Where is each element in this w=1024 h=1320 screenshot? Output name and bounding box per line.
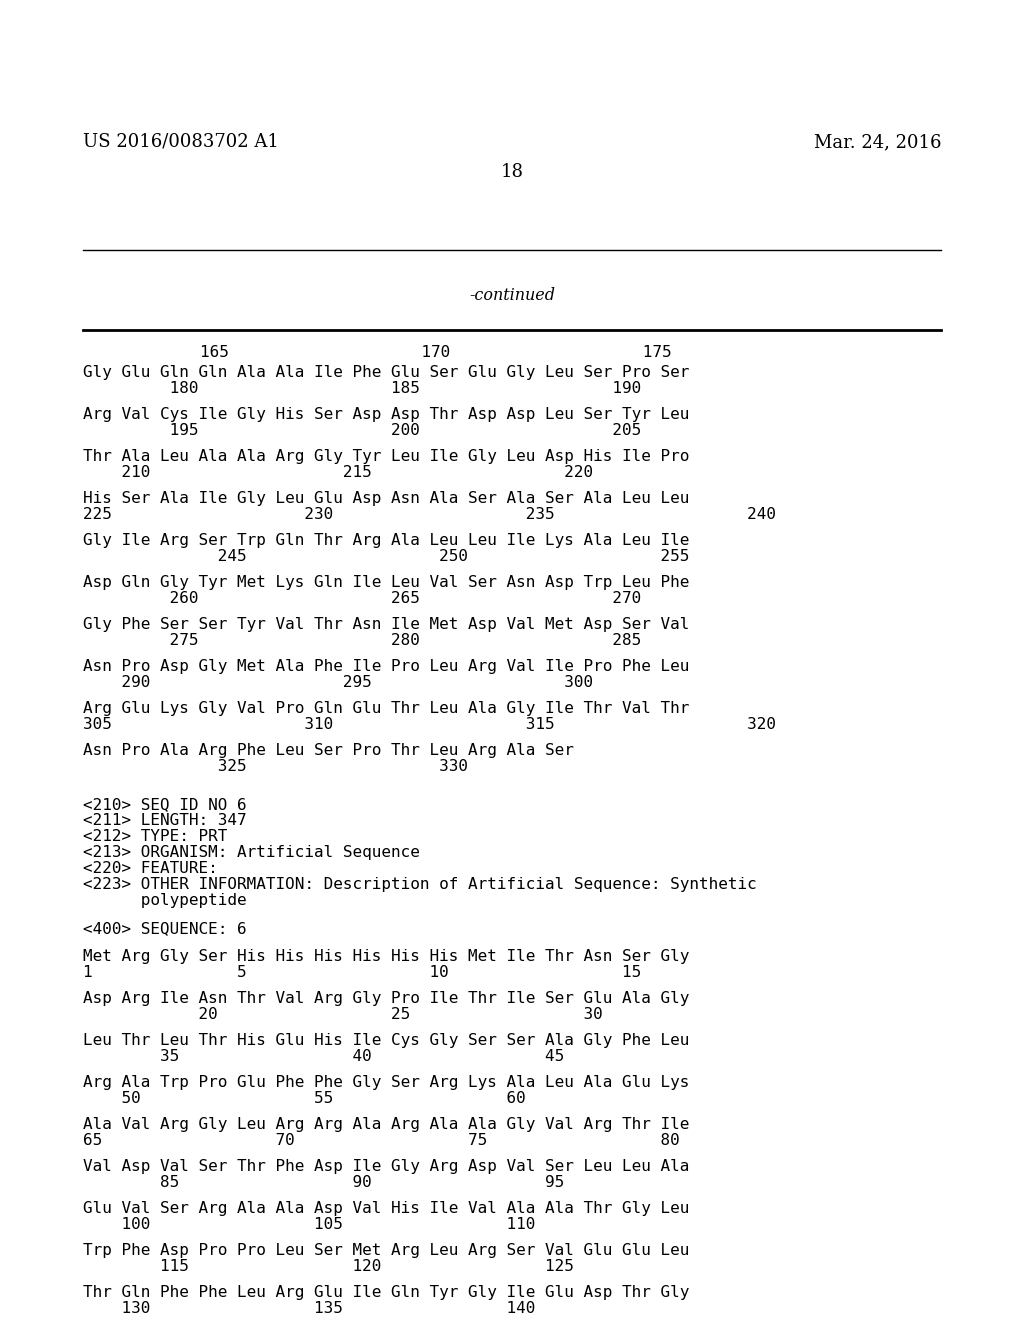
Text: Asp Arg Ile Asn Thr Val Arg Gly Pro Ile Thr Ile Ser Glu Ala Gly: Asp Arg Ile Asn Thr Val Arg Gly Pro Ile … bbox=[83, 991, 689, 1006]
Text: Leu Thr Leu Thr His Glu His Ile Cys Gly Ser Ser Ala Gly Phe Leu: Leu Thr Leu Thr His Glu His Ile Cys Gly … bbox=[83, 1034, 689, 1048]
Text: Thr Ala Leu Ala Ala Arg Gly Tyr Leu Ile Gly Leu Asp His Ile Pro: Thr Ala Leu Ala Ala Arg Gly Tyr Leu Ile … bbox=[83, 449, 689, 465]
Text: Glu Val Ser Arg Ala Ala Asp Val His Ile Val Ala Ala Thr Gly Leu: Glu Val Ser Arg Ala Ala Asp Val His Ile … bbox=[83, 1201, 689, 1216]
Text: 180                    185                    190: 180 185 190 bbox=[83, 381, 641, 396]
Text: Asp Gln Gly Tyr Met Lys Gln Ile Leu Val Ser Asn Asp Trp Leu Phe: Asp Gln Gly Tyr Met Lys Gln Ile Leu Val … bbox=[83, 576, 689, 590]
Text: Asn Pro Asp Gly Met Ala Phe Ile Pro Leu Arg Val Ile Pro Phe Leu: Asn Pro Asp Gly Met Ala Phe Ile Pro Leu … bbox=[83, 659, 689, 675]
Text: Gly Ile Arg Ser Trp Gln Thr Arg Ala Leu Leu Ile Lys Ala Leu Ile: Gly Ile Arg Ser Trp Gln Thr Arg Ala Leu … bbox=[83, 533, 689, 548]
Text: 1               5                   10                  15: 1 5 10 15 bbox=[83, 965, 641, 979]
Text: Met Arg Gly Ser His His His His His His Met Ile Thr Asn Ser Gly: Met Arg Gly Ser His His His His His His … bbox=[83, 949, 689, 964]
Text: 305                    310                    315                    320: 305 310 315 320 bbox=[83, 717, 776, 733]
Text: <213> ORGANISM: Artificial Sequence: <213> ORGANISM: Artificial Sequence bbox=[83, 845, 420, 861]
Text: Ala Val Arg Gly Leu Arg Arg Ala Arg Ala Ala Gly Val Arg Thr Ile: Ala Val Arg Gly Leu Arg Arg Ala Arg Ala … bbox=[83, 1117, 689, 1133]
Text: 290                    295                    300: 290 295 300 bbox=[83, 675, 593, 690]
Text: Gly Glu Gln Gln Ala Ala Ile Phe Glu Ser Glu Gly Leu Ser Pro Ser: Gly Glu Gln Gln Ala Ala Ile Phe Glu Ser … bbox=[83, 366, 689, 380]
Text: 115                 120                 125: 115 120 125 bbox=[83, 1259, 573, 1274]
Text: Arg Ala Trp Pro Glu Phe Phe Gly Ser Arg Lys Ala Leu Ala Glu Lys: Arg Ala Trp Pro Glu Phe Phe Gly Ser Arg … bbox=[83, 1074, 689, 1090]
Text: 165                    170                    175: 165 170 175 bbox=[200, 345, 672, 360]
Text: -continued: -continued bbox=[469, 286, 555, 304]
Text: 100                 105                 110: 100 105 110 bbox=[83, 1217, 536, 1232]
Text: <210> SEQ ID NO 6: <210> SEQ ID NO 6 bbox=[83, 797, 247, 812]
Text: Mar. 24, 2016: Mar. 24, 2016 bbox=[813, 133, 941, 150]
Text: <220> FEATURE:: <220> FEATURE: bbox=[83, 861, 218, 876]
Text: 210                    215                    220: 210 215 220 bbox=[83, 465, 593, 480]
Text: <212> TYPE: PRT: <212> TYPE: PRT bbox=[83, 829, 227, 843]
Text: 260                    265                    270: 260 265 270 bbox=[83, 591, 641, 606]
Text: Trp Phe Asp Pro Pro Leu Ser Met Arg Leu Arg Ser Val Glu Glu Leu: Trp Phe Asp Pro Pro Leu Ser Met Arg Leu … bbox=[83, 1243, 689, 1258]
Text: Thr Gln Phe Phe Leu Arg Glu Ile Gln Tyr Gly Ile Glu Asp Thr Gly: Thr Gln Phe Phe Leu Arg Glu Ile Gln Tyr … bbox=[83, 1284, 689, 1300]
Text: 130                 135                 140: 130 135 140 bbox=[83, 1302, 536, 1316]
Text: His Ser Ala Ile Gly Leu Glu Asp Asn Ala Ser Ala Ser Ala Leu Leu: His Ser Ala Ile Gly Leu Glu Asp Asn Ala … bbox=[83, 491, 689, 506]
Text: <400> SEQUENCE: 6: <400> SEQUENCE: 6 bbox=[83, 921, 247, 936]
Text: 225                    230                    235                    240: 225 230 235 240 bbox=[83, 507, 776, 521]
Text: 20                  25                  30: 20 25 30 bbox=[83, 1007, 603, 1022]
Text: <223> OTHER INFORMATION: Description of Artificial Sequence: Synthetic: <223> OTHER INFORMATION: Description of … bbox=[83, 876, 757, 892]
Text: 35                  40                  45: 35 40 45 bbox=[83, 1049, 564, 1064]
Text: Val Asp Val Ser Thr Phe Asp Ile Gly Arg Asp Val Ser Leu Leu Ala: Val Asp Val Ser Thr Phe Asp Ile Gly Arg … bbox=[83, 1159, 689, 1173]
Text: 245                    250                    255: 245 250 255 bbox=[83, 549, 689, 564]
Text: Gly Phe Ser Ser Tyr Val Thr Asn Ile Met Asp Val Met Asp Ser Val: Gly Phe Ser Ser Tyr Val Thr Asn Ile Met … bbox=[83, 616, 689, 632]
Text: <211> LENGTH: 347: <211> LENGTH: 347 bbox=[83, 813, 247, 828]
Text: 18: 18 bbox=[501, 162, 523, 181]
Text: Arg Glu Lys Gly Val Pro Gln Glu Thr Leu Ala Gly Ile Thr Val Thr: Arg Glu Lys Gly Val Pro Gln Glu Thr Leu … bbox=[83, 701, 689, 715]
Text: polypeptide: polypeptide bbox=[83, 894, 247, 908]
Text: 195                    200                    205: 195 200 205 bbox=[83, 422, 641, 438]
Text: Arg Val Cys Ile Gly His Ser Asp Asp Thr Asp Asp Leu Ser Tyr Leu: Arg Val Cys Ile Gly His Ser Asp Asp Thr … bbox=[83, 407, 689, 422]
Text: 50                  55                  60: 50 55 60 bbox=[83, 1092, 525, 1106]
Text: 85                  90                  95: 85 90 95 bbox=[83, 1175, 564, 1191]
Text: Asn Pro Ala Arg Phe Leu Ser Pro Thr Leu Arg Ala Ser: Asn Pro Ala Arg Phe Leu Ser Pro Thr Leu … bbox=[83, 743, 573, 758]
Text: US 2016/0083702 A1: US 2016/0083702 A1 bbox=[83, 133, 279, 150]
Text: 275                    280                    285: 275 280 285 bbox=[83, 634, 641, 648]
Text: 325                    330: 325 330 bbox=[83, 759, 468, 774]
Text: 65                  70                  75                  80: 65 70 75 80 bbox=[83, 1133, 680, 1148]
